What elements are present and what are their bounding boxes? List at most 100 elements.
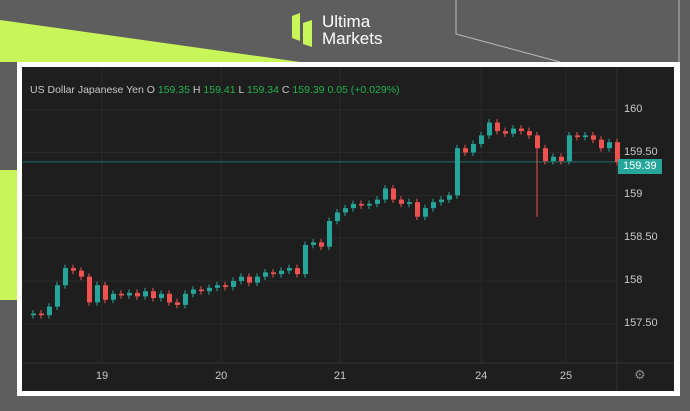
candle-body	[327, 221, 332, 247]
x-tick-label: 19	[95, 370, 109, 382]
high-value: 159.41	[203, 84, 236, 96]
open-label: O	[146, 84, 155, 96]
candle-body	[231, 280, 236, 287]
candle-body	[87, 276, 92, 303]
last-price-label: 159.39	[618, 158, 662, 174]
candle-body	[287, 268, 292, 271]
candle-body	[567, 135, 572, 162]
candle-body	[471, 143, 476, 153]
candle-body	[543, 148, 548, 162]
candle-body	[591, 135, 596, 140]
x-tick-label: 25	[559, 370, 573, 382]
candle-body	[143, 291, 148, 297]
candle-body	[367, 203, 372, 206]
y-tick-label: 159.50	[624, 145, 658, 158]
close-value: 159.39	[292, 84, 325, 96]
y-tick-label: 159	[624, 188, 643, 201]
candle-body	[407, 202, 412, 204]
candle-body	[495, 122, 500, 132]
candle-body	[103, 285, 108, 300]
candle-body	[239, 276, 244, 281]
brand-line2: Markets	[322, 29, 383, 48]
candle-body	[159, 293, 164, 299]
x-tick-label: 20	[215, 370, 228, 382]
candle-body	[607, 142, 612, 149]
candle-body	[151, 291, 156, 299]
open-value: 159.35	[157, 84, 190, 96]
candle-body	[183, 293, 188, 305]
candle-body	[375, 199, 380, 204]
candle-body	[311, 242, 316, 245]
candle-body	[47, 306, 52, 316]
candle-body	[551, 156, 556, 162]
candle-body	[615, 142, 620, 162]
candle-body	[119, 293, 124, 296]
y-tick-label: 158.50	[624, 231, 658, 244]
candle-body	[135, 292, 140, 297]
candle-body	[575, 135, 580, 138]
candle-body	[63, 268, 68, 286]
x-tick-label: 21	[333, 370, 347, 382]
symbol-name: US Dollar Japanese Yen	[30, 84, 144, 96]
candle-body	[439, 199, 444, 203]
candle-body	[31, 313, 36, 316]
candle-body	[127, 292, 132, 296]
chart-legend: US Dollar Japanese Yen O 159.35 H 159.41…	[30, 84, 400, 96]
price-chart[interactable]: US Dollar Japanese Yen O 159.35 H 159.41…	[22, 67, 674, 391]
candle-body	[527, 131, 532, 136]
candle-body	[351, 203, 356, 209]
close-label: C	[281, 84, 290, 96]
candle-body	[463, 148, 468, 153]
candle-body	[71, 268, 76, 271]
candle-body	[503, 131, 508, 134]
candle-body	[447, 195, 452, 200]
candle-body	[383, 188, 388, 200]
low-value: 159.34	[246, 84, 279, 96]
candle-body	[431, 202, 436, 209]
candle-body	[415, 202, 420, 217]
candle-body	[215, 285, 220, 288]
candle-body	[559, 156, 564, 162]
candle-body	[255, 276, 260, 283]
candle-body	[359, 203, 364, 206]
candle-body	[271, 272, 276, 275]
candle-body	[455, 148, 460, 196]
candle-body	[167, 293, 172, 303]
candle-body	[343, 208, 348, 213]
candle-body	[111, 293, 116, 300]
change-value: 0.05 (+0.029%)	[327, 84, 400, 96]
candle-body	[519, 128, 524, 132]
chart-plot	[22, 67, 674, 391]
candle-body	[335, 212, 340, 221]
candle-body	[175, 302, 180, 305]
candle-body	[599, 139, 604, 149]
candle-body	[295, 268, 300, 275]
y-tick-label: 160	[624, 102, 643, 115]
candle-body	[223, 285, 228, 287]
candle-body	[55, 285, 60, 307]
candle-body	[247, 276, 252, 283]
candle-body	[79, 270, 84, 277]
candle-body	[39, 313, 44, 316]
candle-body	[263, 272, 268, 277]
x-tick-label: 24	[475, 370, 488, 382]
candle-body	[583, 135, 588, 138]
candle-body	[399, 199, 404, 204]
candle-body	[95, 285, 100, 303]
logo-icon	[292, 13, 312, 47]
high-label: H	[192, 84, 201, 96]
candle-body	[391, 188, 396, 200]
candle-body	[303, 244, 308, 275]
candle-body	[199, 289, 204, 292]
candle-body	[423, 208, 428, 217]
candle-body	[319, 242, 324, 247]
candle-body	[279, 270, 284, 275]
low-label: L	[238, 84, 244, 96]
candle-body	[487, 122, 492, 136]
brand-line1: Ultima	[322, 12, 371, 31]
y-tick-label: 157.50	[624, 316, 658, 329]
brand-logo: Ultima Markets	[292, 13, 382, 47]
y-tick-label: 158	[624, 273, 643, 286]
gear-icon[interactable]: ⚙	[634, 367, 646, 382]
